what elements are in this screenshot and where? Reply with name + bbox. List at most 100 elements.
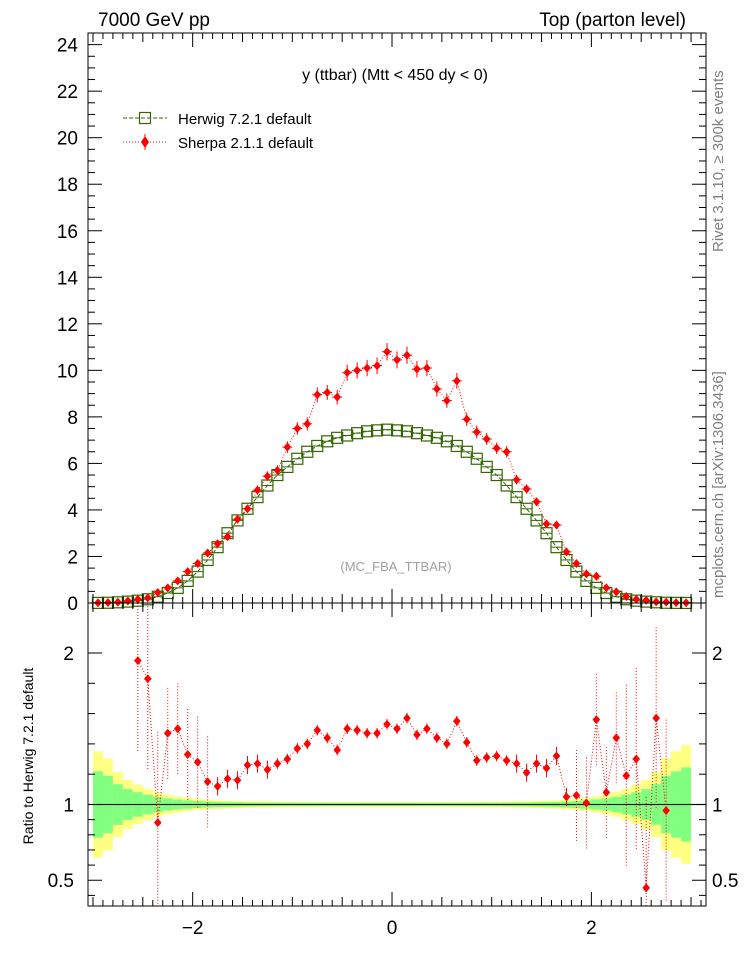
sherpa-point	[303, 419, 312, 429]
herwig-point	[530, 514, 543, 527]
ratio-y-tick-label-right: 2	[712, 644, 723, 665]
sherpa-point	[622, 591, 631, 601]
sherpa-point	[233, 514, 242, 524]
main-y-tick-label: 24	[57, 36, 79, 57]
main-y-tick-label: 0	[67, 594, 78, 615]
sherpa-point	[373, 361, 381, 371]
herwig-point	[410, 427, 424, 440]
ratio-y-tick-label-right: 0.5	[712, 871, 738, 892]
sherpa-point	[213, 539, 222, 549]
sherpa-ratio-point	[472, 756, 481, 766]
sherpa-ratio-point	[662, 806, 670, 816]
sherpa-ratio-point	[293, 743, 302, 753]
sherpa-point	[632, 594, 641, 604]
sherpa-point	[343, 368, 351, 378]
sherpa-ratio-point	[632, 754, 641, 764]
sherpa-point	[333, 392, 341, 402]
legend: Herwig 7.2.1 default Sherpa 2.1.1 defaul…	[123, 111, 314, 152]
sherpa-point	[144, 593, 152, 603]
main-y-tick-label: 10	[57, 361, 78, 382]
herwig-point	[440, 435, 453, 448]
x-tick-label: −2	[182, 918, 204, 939]
sherpa-point	[562, 547, 571, 557]
sherpa-ratio-point	[642, 883, 650, 893]
sherpa-ratio-point	[502, 756, 511, 766]
sherpa-point	[193, 558, 202, 568]
sherpa-point	[532, 497, 541, 507]
sherpa-point	[323, 387, 332, 397]
sherpa-point	[124, 596, 132, 606]
sherpa-point	[243, 504, 252, 514]
legend-herwig-marker	[138, 111, 152, 125]
x-tick-label: 2	[586, 918, 597, 939]
sherpa-ratio-point	[333, 745, 341, 755]
ratio-frame	[87, 602, 707, 907]
sherpa-ratio-point	[433, 733, 441, 743]
plot-title: y (ttbar) (Mtt < 450 dy < 0)	[302, 67, 488, 84]
herwig-point	[550, 541, 563, 554]
ratio-plot-content	[88, 603, 706, 906]
herwig-point	[321, 435, 334, 448]
herwig-point	[241, 502, 254, 515]
sherpa-ratio-point	[443, 739, 451, 749]
herwig-line	[97, 429, 687, 604]
sherpa-point	[363, 363, 371, 373]
header-left: 7000 GeV pp	[98, 10, 210, 31]
sherpa-point	[273, 465, 282, 475]
herwig-point	[480, 460, 493, 473]
sherpa-point	[572, 558, 581, 568]
sherpa-ratio-point	[423, 724, 431, 734]
sherpa-ratio-point	[263, 765, 272, 775]
sherpa-point	[472, 427, 481, 437]
sherpa-point	[443, 396, 451, 406]
sherpa-ratio-point	[582, 798, 591, 808]
sherpa-point	[482, 434, 491, 444]
sherpa-ratio-point	[343, 724, 351, 734]
sherpa-point	[253, 485, 262, 495]
sherpa-ratio-point	[273, 759, 282, 769]
sherpa-point	[423, 363, 431, 373]
analysis-watermark: (MC_FBA_TTBAR)	[340, 559, 451, 574]
main-y-tick-label: 14	[57, 268, 79, 289]
sherpa-point	[163, 583, 172, 593]
sherpa-ratio-point	[612, 733, 621, 743]
sherpa-ratio-point	[482, 753, 491, 763]
sherpa-ratio-point	[163, 728, 172, 738]
main-y-tick-label: 20	[57, 129, 78, 150]
sherpa-point	[462, 414, 471, 424]
main-y-tick-label: 16	[57, 222, 78, 243]
herwig-point	[430, 431, 443, 444]
herwig-point	[460, 445, 473, 458]
sherpa-point	[403, 350, 411, 360]
sherpa-ratio-point	[183, 750, 192, 759]
sherpa-ratio-point	[403, 713, 411, 723]
sherpa-ratio-point	[453, 716, 461, 726]
sherpa-ratio-point	[393, 724, 401, 734]
sherpa-point	[413, 364, 421, 374]
ratio-panel: 0.5 0.5 1 1 2 2 −2 0 2 Ratio to Herwig 7.2.1 def…	[20, 602, 738, 939]
sherpa-ratio-point	[193, 757, 202, 767]
sherpa-point	[522, 484, 531, 494]
sherpa-point	[602, 583, 611, 593]
sherpa-point	[502, 447, 511, 457]
herwig-point	[520, 502, 533, 515]
sherpa-point	[592, 571, 601, 581]
ratio-axes: 0.5 0.5 1 1 2 2 −2 0 2	[48, 602, 738, 939]
herwig-point	[500, 479, 513, 492]
ratio-y-tick-label: 2	[63, 644, 74, 665]
main-y-tick-label: 6	[67, 454, 78, 475]
ratio-y-axis-label: Ratio to Herwig 7.2.1 default	[20, 668, 36, 845]
sherpa-ratio-point	[283, 754, 292, 764]
sherpa-ratio-point	[303, 739, 312, 749]
legend-label-herwig: Herwig 7.2.1 default	[178, 111, 312, 128]
herwig-point	[331, 431, 344, 444]
main-y-tick-label: 18	[57, 175, 78, 196]
sherpa-ratio-point	[223, 774, 232, 784]
sherpa-ratio-point	[153, 818, 162, 828]
legend-sherpa-marker	[141, 136, 149, 148]
sherpa-point	[612, 587, 621, 597]
sherpa-ratio-point	[353, 725, 361, 735]
sherpa-point	[433, 384, 441, 394]
